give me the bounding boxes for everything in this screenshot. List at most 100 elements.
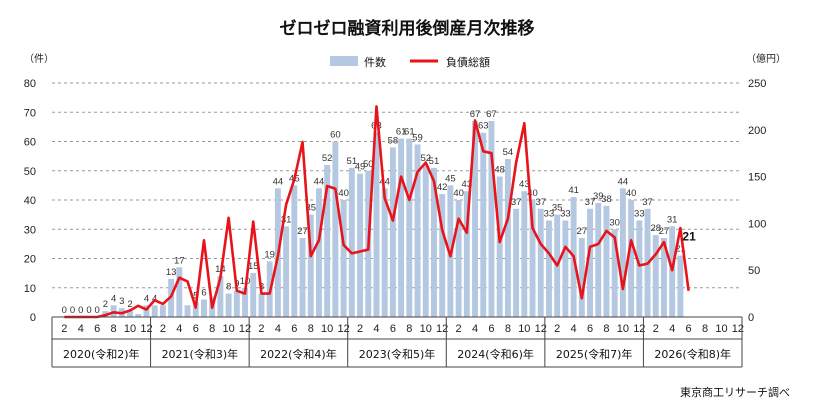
month-tick-label: 12 bbox=[337, 323, 349, 335]
left-tick-label: 20 bbox=[24, 254, 36, 266]
right-tick-label: 150 bbox=[748, 172, 766, 184]
bar bbox=[496, 176, 503, 317]
left-tick-label: 60 bbox=[24, 137, 36, 149]
bar-value-label: 33 bbox=[634, 208, 645, 219]
bar-value-label: 50 bbox=[363, 159, 374, 170]
month-tick-label: 10 bbox=[518, 323, 530, 335]
bar bbox=[389, 147, 396, 317]
bar-value-label: 45 bbox=[445, 173, 456, 184]
bar-value-label: 52 bbox=[322, 153, 333, 164]
year-label: 2021(令和3)年 bbox=[162, 347, 239, 361]
month-tick-label: 2 bbox=[61, 323, 67, 335]
bar bbox=[373, 132, 380, 317]
month-tick-label: 6 bbox=[193, 323, 199, 335]
bar bbox=[135, 314, 142, 317]
bar-value-label: 51 bbox=[347, 156, 358, 167]
bar-value-label: 4 bbox=[144, 293, 149, 304]
chart-title: ゼロゼロ融資利用後倒産月次推移 bbox=[280, 18, 535, 39]
bar-value-label: 17 bbox=[174, 255, 185, 266]
bar-value-label: 40 bbox=[338, 188, 349, 199]
month-tick-label: 12 bbox=[436, 323, 448, 335]
bar-value-label: 44 bbox=[618, 176, 629, 187]
right-axis-unit: （億円） bbox=[746, 52, 786, 65]
bar bbox=[611, 229, 618, 317]
bar-value-label: 2 bbox=[103, 299, 108, 310]
month-tick-label: 4 bbox=[571, 323, 577, 335]
bar bbox=[316, 188, 322, 317]
bar bbox=[504, 159, 511, 317]
month-tick-label: 8 bbox=[308, 323, 314, 335]
bar-value-label: 8 bbox=[226, 282, 231, 293]
bar-value-label: 40 bbox=[626, 188, 637, 199]
bar bbox=[661, 238, 667, 317]
bar bbox=[480, 132, 487, 317]
month-tick-label: 12 bbox=[535, 323, 547, 335]
bar-value-label: 27 bbox=[659, 226, 670, 237]
bar-value-label: 3 bbox=[119, 296, 124, 307]
month-tick-label: 12 bbox=[140, 323, 152, 335]
bar-value-label: 42 bbox=[437, 182, 448, 193]
bar bbox=[562, 220, 569, 317]
bar bbox=[357, 173, 363, 317]
month-tick-label: 12 bbox=[633, 323, 645, 335]
bar bbox=[324, 164, 331, 317]
bar-value-label: 27 bbox=[577, 226, 588, 237]
bar bbox=[340, 200, 347, 317]
left-tick-label: 80 bbox=[24, 78, 36, 90]
bar bbox=[546, 220, 552, 317]
bar bbox=[529, 200, 536, 317]
month-tick-label: 8 bbox=[209, 323, 215, 335]
bar-value-label: 30 bbox=[609, 217, 620, 228]
bar-value-label: 44 bbox=[379, 176, 390, 187]
left-tick-label: 30 bbox=[24, 224, 36, 236]
bar-value-label: 33 bbox=[544, 208, 555, 219]
bar bbox=[521, 191, 528, 317]
bar-value-label: 5 bbox=[193, 290, 198, 301]
month-tick-label: 10 bbox=[617, 323, 629, 335]
grid-layer bbox=[52, 82, 742, 289]
bar-value-label: 61 bbox=[404, 127, 415, 138]
bar-value-label: 31 bbox=[281, 214, 292, 225]
bar bbox=[176, 267, 183, 317]
bar bbox=[291, 185, 298, 317]
bar bbox=[455, 200, 462, 317]
year-label: 2022(令和4)年 bbox=[260, 347, 337, 361]
bar bbox=[587, 208, 593, 317]
bar bbox=[307, 214, 314, 317]
bar bbox=[628, 200, 635, 317]
bar bbox=[439, 194, 446, 317]
month-tick-label: 4 bbox=[275, 323, 281, 335]
bar-value-label: 0 bbox=[86, 305, 91, 316]
month-tick-label: 6 bbox=[686, 323, 692, 335]
bar-value-label: 44 bbox=[314, 176, 325, 187]
bar-value-label: 37 bbox=[642, 197, 653, 208]
legend-bar-swatch bbox=[330, 56, 358, 66]
bar-value-label: 10 bbox=[240, 276, 251, 287]
month-tick-label: 2 bbox=[357, 323, 363, 335]
month-tick-label: 10 bbox=[420, 323, 432, 335]
bar-value-label: 6 bbox=[201, 287, 206, 298]
bar-value-label: 51 bbox=[429, 156, 440, 167]
left-tick-label: 40 bbox=[24, 195, 36, 207]
bar-value-label: 35 bbox=[305, 203, 316, 214]
bar bbox=[422, 164, 429, 317]
year-label: 2026(令和8)年 bbox=[654, 347, 731, 361]
bar bbox=[488, 121, 495, 318]
bar bbox=[414, 144, 421, 317]
bar bbox=[578, 238, 585, 317]
bar-value-label: 38 bbox=[601, 194, 612, 205]
bar bbox=[184, 305, 191, 317]
left-axis-unit: （件） bbox=[24, 53, 54, 65]
month-tick-label: 8 bbox=[406, 323, 412, 335]
bar bbox=[201, 299, 207, 317]
bar bbox=[431, 167, 437, 317]
source-note: 東京商工リサーチ調べ bbox=[680, 385, 790, 399]
year-label: 2020(令和2)年 bbox=[63, 347, 140, 361]
right-tick-label: 100 bbox=[748, 218, 766, 230]
year-label: 2025(令和7)年 bbox=[556, 347, 633, 361]
bar-value-label: 39 bbox=[593, 191, 604, 202]
bar-value-label: 61 bbox=[396, 127, 407, 138]
